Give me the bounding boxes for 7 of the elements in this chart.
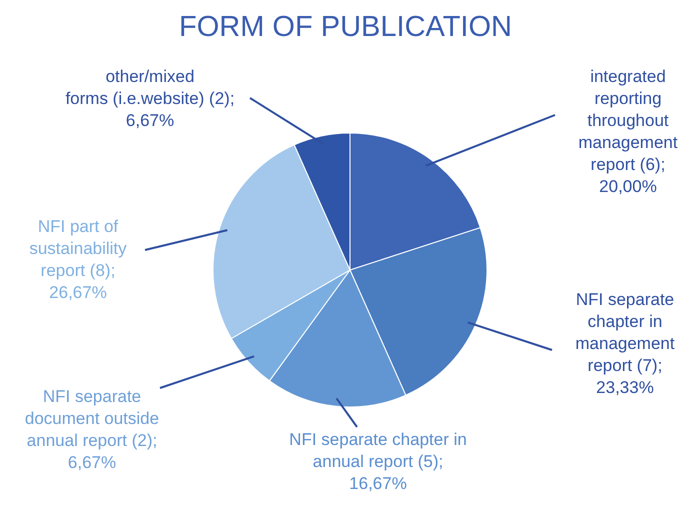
slice-label: other/mixed forms (i.e.website) (2); 6,67% [65, 67, 235, 130]
chart-title: FORM OF PUBLICATION [179, 11, 512, 43]
slice-label: NFI part of sustainability report (8); 26,67% [29, 217, 128, 302]
slice-label: integrated reporting throughout management report (6); 20,00% [578, 67, 678, 196]
slice-label: NFI separate document outside annual report (2); 6,67% [24, 387, 160, 472]
slice-label: NFI separate chapter in annual report (5); 16,67% [289, 430, 467, 493]
slice-label: NFI separate chapter in management report (7); 23,33% [575, 290, 675, 397]
